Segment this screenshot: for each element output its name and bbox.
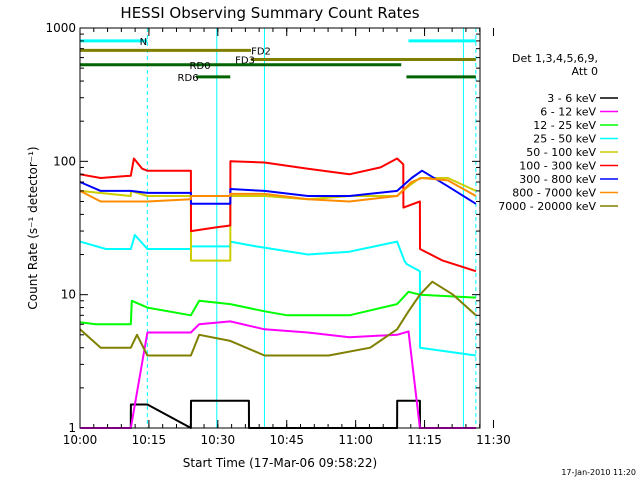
series-line-6 (79, 169, 477, 205)
timestamp: 17-Jan-2010 11:20 (561, 468, 636, 477)
flag-label-2: FD3 (235, 56, 255, 67)
plot-frame (79, 27, 481, 429)
x-tick-label-6: 11:30 (476, 433, 511, 447)
series-line-1 (80, 320, 476, 429)
y-axis-label: Count Rate (s⁻¹ detector⁻¹) (26, 146, 40, 309)
legend-label-7: 800 - 7000 keV (512, 187, 596, 200)
x-tick-label-0: 10:00 (63, 433, 98, 447)
legend-label-5: 100 - 300 keV (519, 160, 596, 173)
series-line-0 (80, 399, 476, 429)
x-tick-label-3: 10:45 (269, 433, 304, 447)
legend-label-2: 12 - 25 keV (533, 119, 596, 132)
x-tick-label-4: 11:00 (338, 433, 373, 447)
y-tick-label-0: 1 (68, 421, 76, 435)
legend-label-6: 300 - 800 keV (519, 173, 596, 186)
legend-label-1: 6 - 12 keV (540, 106, 596, 119)
legend-label-4: 50 - 100 keV (526, 146, 596, 159)
chart-title: HESSI Observing Summary Count Rates (120, 4, 419, 22)
axes-layer: 10:00 10:15 10:30 10:45 11:00 11:15 11:30 1 10 10… (45, 21, 510, 447)
series-line-2 (79, 290, 476, 326)
y-tick-label-1: 10 (61, 288, 76, 302)
series-line-7 (79, 177, 477, 203)
flag-label-3: RD0 (190, 61, 211, 72)
x-axis-label: Start Time (17-Mar-06 09:58:22) (183, 456, 377, 470)
legend-label-8: 7000 - 20000 keV (498, 200, 596, 213)
series-line-8 (79, 280, 477, 357)
legend-header-1: Att 0 (572, 65, 598, 78)
legend-label-3: 25 - 50 keV (533, 133, 596, 146)
flag-label-4: RD6 (178, 73, 199, 84)
legend-label-0: 3 - 6 keV (547, 92, 596, 105)
series-layer (79, 157, 477, 429)
x-tick-label-5: 11:15 (407, 433, 442, 447)
series-line-5 (79, 157, 477, 273)
y-tick-label-3: 1000 (45, 21, 76, 35)
y-tick-label-2: 100 (53, 154, 76, 168)
series-line-3 (79, 234, 477, 357)
legend-header-0: Det 1,3,4,5,6,9, (512, 52, 598, 65)
flag-label-1: FD2 (251, 46, 271, 57)
x-tick-label-2: 10:30 (201, 433, 236, 447)
flag-label-0: N (140, 37, 147, 48)
x-tick-label-1: 10:15 (132, 433, 167, 447)
